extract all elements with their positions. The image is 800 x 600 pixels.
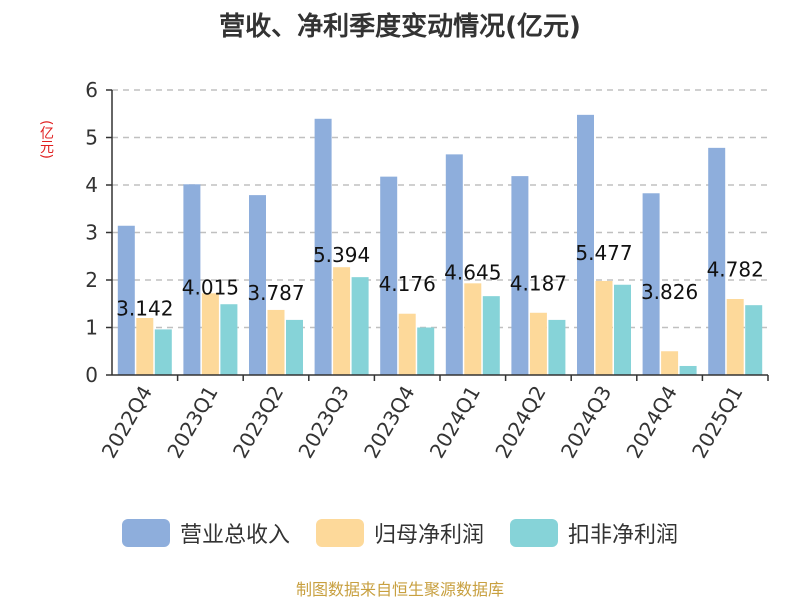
source-note: 制图数据来自恒生聚源数据库 <box>295 580 504 599</box>
legend-item-net-profit[interactable]: 归母净利润 <box>315 517 484 549</box>
bar-revenue <box>642 193 660 375</box>
bar-revenue <box>249 195 266 375</box>
data-label: 4.176 <box>379 272 436 296</box>
bar-deducted-net-profit <box>154 329 172 375</box>
bar-net-profit <box>661 351 679 375</box>
y-tick-label: 6 <box>85 78 98 102</box>
x-tick-label: 2024Q4 <box>621 382 681 463</box>
bar-deducted-net-profit <box>679 365 697 375</box>
data-label: 4.015 <box>182 276 239 300</box>
y-tick-label: 5 <box>85 126 98 150</box>
x-tick-label: 2025Q1 <box>687 382 747 463</box>
data-label: 3.142 <box>116 296 173 320</box>
value-labels: 3.142 4.015 3.787 5.394 4.176 4.645 4.187 5.477… <box>116 241 764 320</box>
y-tick-label: 4 <box>85 173 98 197</box>
x-tick-label: 2023Q2 <box>228 382 288 463</box>
bar-deducted-net-profit <box>482 296 500 375</box>
x-tick-label: 2024Q2 <box>490 382 550 463</box>
legend-item-revenue[interactable]: 营业总收入 <box>121 517 290 549</box>
x-tick-label: 2024Q1 <box>425 382 485 463</box>
x-tick-label: 2023Q1 <box>162 382 222 463</box>
data-label: 5.394 <box>313 243 370 267</box>
y-tick-label: 3 <box>85 221 98 245</box>
legend-item-deducted-net-profit[interactable]: 扣非净利润 <box>510 517 678 549</box>
bar-deducted-net-profit <box>351 277 369 375</box>
bar-deducted-net-profit <box>286 319 303 375</box>
legend-swatch-revenue <box>121 519 170 547</box>
chart-title: 营收、净利季度变动情况(亿元) <box>219 12 581 42</box>
data-label: 4.782 <box>707 257 764 281</box>
legend: 营业总收入 归母净利润 扣非净利润 <box>0 517 800 549</box>
data-label: 3.826 <box>641 280 698 304</box>
data-label: 4.187 <box>510 272 567 296</box>
legend-label-net-profit: 归母净利润 <box>373 523 484 548</box>
legend-swatch-net-profit <box>315 519 364 547</box>
bar-net-profit <box>333 267 351 375</box>
bar-deducted-net-profit <box>417 327 435 375</box>
data-label: 3.787 <box>247 281 304 305</box>
legend-label-deducted-net-profit: 扣非净利润 <box>568 523 679 548</box>
bar-revenue <box>511 176 529 375</box>
data-label: 4.645 <box>444 261 501 285</box>
y-axis-unit: (亿元) <box>38 120 54 159</box>
bar-net-profit <box>726 299 744 375</box>
bar-net-profit <box>201 293 219 375</box>
bar-net-profit <box>595 280 613 375</box>
y-tick-label: 0 <box>85 363 98 387</box>
bar-net-profit <box>136 318 154 375</box>
bar-revenue <box>314 118 332 375</box>
bar-deducted-net-profit <box>220 304 238 375</box>
bar-net-profit <box>398 313 416 375</box>
bar-revenue <box>183 184 201 375</box>
bar-deducted-net-profit <box>548 319 566 375</box>
bar-revenue <box>380 176 398 375</box>
bar-revenue <box>445 154 463 375</box>
y-tick-label: 1 <box>85 316 98 340</box>
x-tick-label: 2023Q4 <box>359 382 419 463</box>
bar-revenue <box>117 225 135 375</box>
bar-deducted-net-profit <box>745 305 763 375</box>
x-tick-label: 2023Q3 <box>293 382 353 463</box>
bar-revenue <box>577 114 594 375</box>
bar-net-profit <box>267 309 285 375</box>
bar-deducted-net-profit <box>614 284 631 375</box>
bar-net-profit <box>529 312 547 375</box>
bar-net-profit <box>464 283 482 375</box>
legend-swatch-deducted-net-profit <box>510 519 558 547</box>
data-label: 5.477 <box>575 241 632 265</box>
bars <box>117 114 763 375</box>
y-tick-label: 2 <box>85 268 98 292</box>
x-tick-label: 2022Q4 <box>97 382 157 463</box>
bar-revenue <box>708 147 726 375</box>
x-tick-label: 2024Q3 <box>556 382 616 463</box>
legend-label-revenue: 营业总收入 <box>179 523 290 548</box>
